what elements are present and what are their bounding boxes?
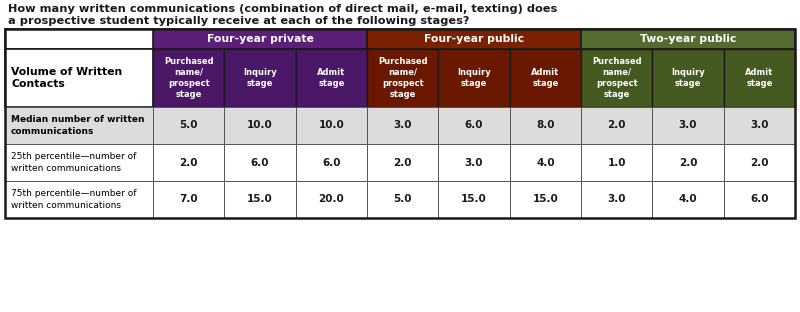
Bar (296, 144, 367, 181)
Bar (652, 49, 724, 107)
Text: 15.0: 15.0 (461, 194, 487, 204)
Bar (367, 49, 438, 107)
Text: 6.0: 6.0 (750, 194, 769, 204)
Bar (724, 144, 795, 181)
Bar (724, 107, 795, 144)
Text: 8.0: 8.0 (536, 120, 554, 130)
Text: 10.0: 10.0 (247, 120, 273, 130)
Bar (153, 144, 224, 181)
Text: 7.0: 7.0 (179, 194, 198, 204)
Text: 15.0: 15.0 (247, 194, 273, 204)
Text: a prospective student typically receive at each of the following stages?: a prospective student typically receive … (8, 16, 470, 26)
Text: Inquiry
stage: Inquiry stage (671, 68, 705, 88)
Text: 15.0: 15.0 (533, 194, 558, 204)
Text: 2.0: 2.0 (750, 158, 769, 168)
Bar (510, 144, 581, 181)
Text: 4.0: 4.0 (678, 194, 698, 204)
Text: 6.0: 6.0 (465, 120, 483, 130)
Text: 3.0: 3.0 (465, 158, 483, 168)
Text: Purchased
name/
prospect
stage: Purchased name/ prospect stage (592, 57, 642, 99)
Bar (153, 107, 224, 144)
Text: 6.0: 6.0 (322, 158, 341, 168)
Text: Purchased
name/
prospect
stage: Purchased name/ prospect stage (164, 57, 214, 99)
Bar (510, 107, 581, 144)
Text: 2.0: 2.0 (394, 158, 412, 168)
Bar (296, 107, 367, 144)
Text: 75th percentile—number of
written communications: 75th percentile—number of written commun… (11, 189, 137, 210)
Text: 20.0: 20.0 (318, 194, 344, 204)
Bar (153, 49, 224, 107)
Bar (224, 144, 296, 181)
Bar (438, 144, 510, 181)
Text: 5.0: 5.0 (394, 194, 412, 204)
Text: 3.0: 3.0 (394, 120, 412, 130)
Text: Four-year public: Four-year public (424, 34, 524, 44)
Text: 25th percentile—number of
written communications: 25th percentile—number of written commun… (11, 153, 136, 173)
Text: Median number of written
communications: Median number of written communications (11, 115, 145, 135)
Text: 2.0: 2.0 (607, 120, 626, 130)
Bar (581, 29, 795, 49)
Bar (581, 181, 652, 218)
Text: 2.0: 2.0 (678, 158, 698, 168)
Text: Purchased
name/
prospect
stage: Purchased name/ prospect stage (378, 57, 427, 99)
Text: 6.0: 6.0 (250, 158, 270, 168)
Bar (224, 107, 296, 144)
Bar (510, 49, 581, 107)
Bar (296, 49, 367, 107)
Bar (5, 49, 153, 107)
Bar (724, 49, 795, 107)
Text: Inquiry
stage: Inquiry stage (243, 68, 277, 88)
Bar (367, 107, 438, 144)
Bar (5, 181, 153, 218)
Text: Inquiry
stage: Inquiry stage (457, 68, 491, 88)
Bar (224, 181, 296, 218)
Bar (5, 107, 153, 144)
Bar (724, 181, 795, 218)
Bar (5, 144, 153, 181)
Bar (367, 29, 581, 49)
Text: Two-year public: Two-year public (640, 34, 736, 44)
Bar (5, 29, 153, 49)
Bar (367, 144, 438, 181)
Bar (581, 144, 652, 181)
Bar (153, 29, 367, 49)
Text: 3.0: 3.0 (750, 120, 769, 130)
Bar (153, 181, 224, 218)
Text: Four-year private: Four-year private (206, 34, 314, 44)
Text: 4.0: 4.0 (536, 158, 554, 168)
Text: 2.0: 2.0 (179, 158, 198, 168)
Bar (224, 49, 296, 107)
Text: 1.0: 1.0 (607, 158, 626, 168)
Text: 3.0: 3.0 (607, 194, 626, 204)
Text: 3.0: 3.0 (678, 120, 698, 130)
Bar (652, 107, 724, 144)
Text: 5.0: 5.0 (179, 120, 198, 130)
Bar (438, 107, 510, 144)
Bar (510, 181, 581, 218)
Bar (652, 144, 724, 181)
Bar (296, 181, 367, 218)
Text: 10.0: 10.0 (318, 120, 344, 130)
Bar (438, 49, 510, 107)
Bar (581, 107, 652, 144)
Bar (652, 181, 724, 218)
Bar (581, 49, 652, 107)
Text: Admit
stage: Admit stage (746, 68, 774, 88)
Text: Admit
stage: Admit stage (531, 68, 559, 88)
Bar (367, 181, 438, 218)
Text: How many written communications (combination of direct mail, e-mail, texting) do: How many written communications (combina… (8, 4, 558, 14)
Text: Volume of Written
Contacts: Volume of Written Contacts (11, 67, 122, 89)
Bar (5, 29, 795, 218)
Bar (438, 181, 510, 218)
Text: Admit
stage: Admit stage (318, 68, 346, 88)
